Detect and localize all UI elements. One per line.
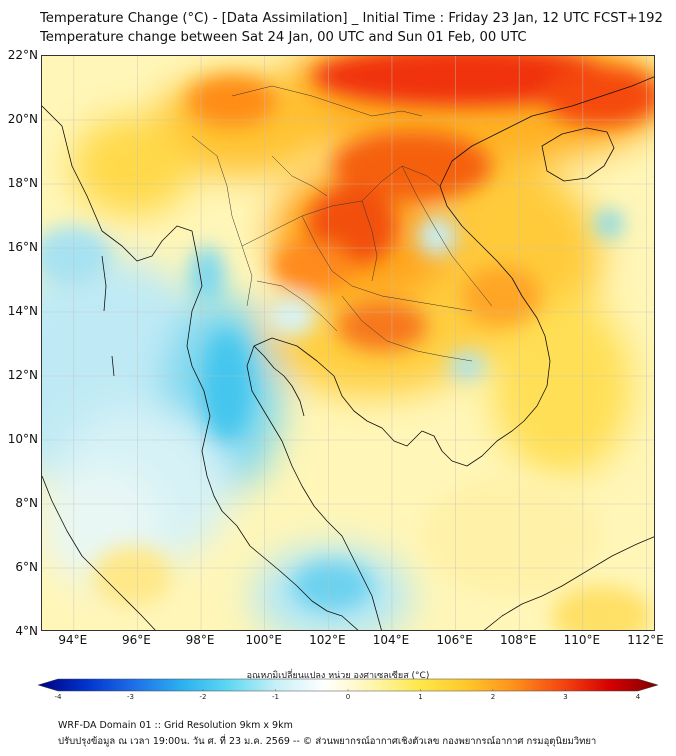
- colorbar-tick-label: -4: [54, 693, 62, 701]
- colorbar-tick-label: 3: [563, 693, 568, 701]
- colorbar-tick-label: -1: [272, 693, 279, 701]
- colorbar: [38, 678, 658, 692]
- lon-tick-label: 112°E: [627, 633, 664, 647]
- field-patch: [42, 226, 112, 286]
- border-line: [361, 200, 378, 282]
- field-patch: [595, 210, 623, 238]
- border-line: [191, 135, 253, 307]
- field-patch: [187, 76, 277, 126]
- gulf-thailand-coast: [253, 345, 305, 417]
- lat-tick-label: 4°N: [15, 624, 38, 638]
- border-line: [271, 155, 328, 197]
- lon-tick-label: 108°E: [499, 633, 537, 647]
- field-layer-detail: [42, 56, 654, 630]
- colorbar-title: อุณหภูมิเปลี่ยนแปลง หน่วย องศาเซลเซียส (…: [246, 671, 430, 681]
- field-patch: [312, 56, 612, 106]
- lon-tick-label: 106°E: [436, 633, 473, 647]
- field-patch: [462, 266, 542, 326]
- border-line: [401, 165, 493, 307]
- colorbar-tick-label: -2: [199, 693, 207, 701]
- field-patch: [449, 352, 485, 380]
- chart-title: Temperature Change (°C) - [Data Assimila…: [40, 11, 663, 26]
- graticule: [42, 56, 654, 630]
- sumatra-coast: [42, 475, 156, 630]
- andaman-islands: [101, 255, 115, 377]
- lat-tick-label: 8°N: [15, 496, 38, 510]
- colorbar-tick-label: -3: [127, 693, 134, 701]
- border-line: [231, 85, 423, 117]
- field-patch: [72, 116, 192, 216]
- border-line: [341, 295, 473, 362]
- lat-tick-label: 12°N: [7, 368, 38, 382]
- footer-model-info: WRF-DA Domain 01 :: Grid Resolution 9km …: [58, 720, 293, 731]
- lon-tick-label: 110°E: [563, 633, 601, 647]
- field-patch: [492, 296, 632, 476]
- field-patch: [272, 241, 352, 291]
- lat-tick-label: 16°N: [7, 240, 38, 254]
- lon-tick-label: 96°E: [122, 633, 151, 647]
- field-patch: [542, 66, 654, 126]
- field-patch: [202, 331, 252, 441]
- lat-tick-label: 22°N: [7, 48, 38, 62]
- lon-tick-label: 100°E: [245, 633, 282, 647]
- lat-tick-label: 10°N: [7, 432, 38, 446]
- border-line: [301, 215, 473, 312]
- lon-tick-label: 98°E: [185, 633, 215, 647]
- lon-tick-label: 102°E: [309, 633, 346, 647]
- borneo-coast: [483, 536, 654, 630]
- lat-tick-label: 6°N: [15, 560, 38, 574]
- field-patch: [332, 131, 492, 201]
- temperature-change-map: [42, 56, 654, 630]
- coastlines: [42, 76, 654, 630]
- chart-subtitle: Temperature change between Sat 24 Jan, 0…: [40, 30, 527, 45]
- peninsula-east-coast: [246, 76, 654, 630]
- field-patch: [267, 296, 317, 336]
- field-patch: [417, 216, 457, 256]
- field-patch: [552, 586, 652, 630]
- field-patch: [422, 476, 602, 596]
- colorbar-tick-marks: [57, 689, 639, 691]
- lat-tick-label: 14°N: [7, 304, 38, 318]
- lon-tick-label: 94°E: [58, 633, 88, 647]
- field-patch: [292, 561, 372, 611]
- border-line: [256, 280, 338, 332]
- colorbar-tick-label: 2: [490, 693, 496, 701]
- lon-tick-label: 104°E: [372, 633, 410, 647]
- field-patch: [92, 546, 172, 606]
- footer-credit: ปรับปรุงข้อมูล ณ เวลา 19:00น. วัน ศ. ที่…: [58, 736, 597, 747]
- lat-tick-label: 18°N: [7, 176, 38, 190]
- colorbar-tick-label: 1: [418, 693, 423, 701]
- field-patch: [337, 301, 427, 351]
- colorbar-tick-label: 4: [635, 693, 641, 701]
- country-borders: [191, 85, 493, 362]
- colorbar-tick-label: 0: [345, 693, 351, 701]
- lat-tick-label: 20°N: [7, 112, 38, 126]
- field-patch: [189, 246, 225, 306]
- map-panel: [41, 55, 655, 631]
- mainland-coast: [42, 105, 359, 630]
- hainan-island: [541, 127, 615, 182]
